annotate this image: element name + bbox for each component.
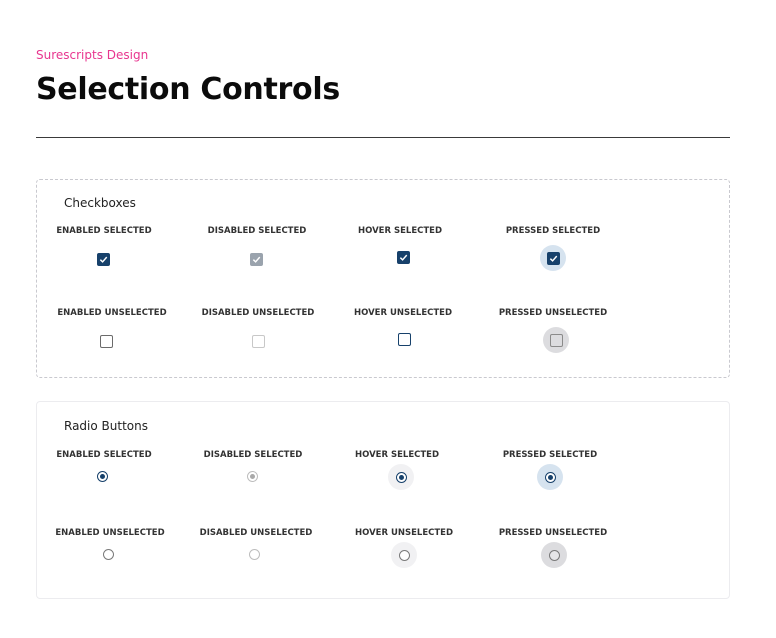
radio-dot	[547, 474, 553, 480]
radio-hover-unselected	[398, 549, 410, 561]
checkbox-disabled-selected	[250, 253, 263, 266]
checkbox-disabled-unselected	[252, 335, 265, 348]
checkbox-pressed-unselected-halo[interactable]	[543, 327, 569, 353]
radio-pressed-selected-halo[interactable]	[537, 464, 563, 490]
radio-label: ENABLED SELECTED	[56, 450, 152, 460]
radio-pressed-unselected-halo[interactable]	[541, 542, 567, 568]
radio-dot	[250, 474, 255, 479]
radio-hover-selected-halo[interactable]	[388, 464, 414, 490]
checkmark-icon	[99, 256, 108, 263]
checkbox-enabled-selected[interactable]	[97, 253, 110, 266]
radio-dot	[100, 474, 105, 479]
checkbox-label: DISABLED SELECTED	[207, 226, 307, 236]
checkmark-icon	[399, 254, 408, 261]
page-title: Selection Controls	[36, 72, 340, 107]
checkmark-icon	[549, 255, 557, 262]
checkbox-pressed-unselected	[549, 333, 563, 347]
checkboxes-title: Checkboxes	[64, 196, 136, 210]
radio-enabled-unselected[interactable]	[103, 549, 114, 560]
checkbox-hover-selected[interactable]	[397, 251, 410, 264]
checkbox-label: PRESSED UNSELECTED	[498, 308, 608, 318]
radio-label: PRESSED UNSELECTED	[498, 528, 608, 538]
checkbox-label: ENABLED SELECTED	[56, 226, 152, 236]
radio-label: PRESSED SELECTED	[502, 450, 598, 460]
checkmark-icon	[252, 256, 261, 263]
radio-label: HOVER SELECTED	[354, 450, 440, 460]
radio-pressed-selected	[544, 471, 556, 483]
checkbox-hover-unselected[interactable]	[398, 333, 411, 346]
checkbox-label: DISABLED UNSELECTED	[201, 308, 315, 318]
radio-pressed-unselected	[548, 549, 560, 561]
checkbox-label: ENABLED UNSELECTED	[57, 308, 167, 318]
checkbox-enabled-unselected[interactable]	[100, 335, 113, 348]
checkboxes-panel: Checkboxes ENABLED SELECTED DISABLED SEL…	[36, 179, 730, 378]
checkbox-pressed-selected-halo[interactable]	[540, 245, 566, 271]
radio-disabled-selected	[247, 471, 258, 482]
radio-dot	[398, 474, 404, 480]
radio-hover-unselected-halo[interactable]	[391, 542, 417, 568]
eyebrow-label: Surescripts Design	[36, 48, 149, 62]
checkbox-label: HOVER UNSELECTED	[353, 308, 453, 318]
radio-buttons-title: Radio Buttons	[64, 419, 148, 433]
radio-enabled-selected[interactable]	[97, 471, 108, 482]
radio-buttons-panel: Radio Buttons ENABLED SELECTED DISABLED …	[36, 401, 730, 599]
radio-label: HOVER UNSELECTED	[354, 528, 454, 538]
radio-label: ENABLED UNSELECTED	[55, 528, 165, 538]
radio-label: DISABLED UNSELECTED	[199, 528, 313, 538]
title-divider	[36, 137, 730, 138]
checkbox-label: PRESSED SELECTED	[505, 226, 601, 236]
checkbox-pressed-selected	[546, 251, 560, 265]
radio-hover-selected	[395, 471, 407, 483]
checkbox-label: HOVER SELECTED	[357, 226, 443, 236]
radio-disabled-unselected	[249, 549, 260, 560]
radio-label: DISABLED SELECTED	[203, 450, 303, 460]
